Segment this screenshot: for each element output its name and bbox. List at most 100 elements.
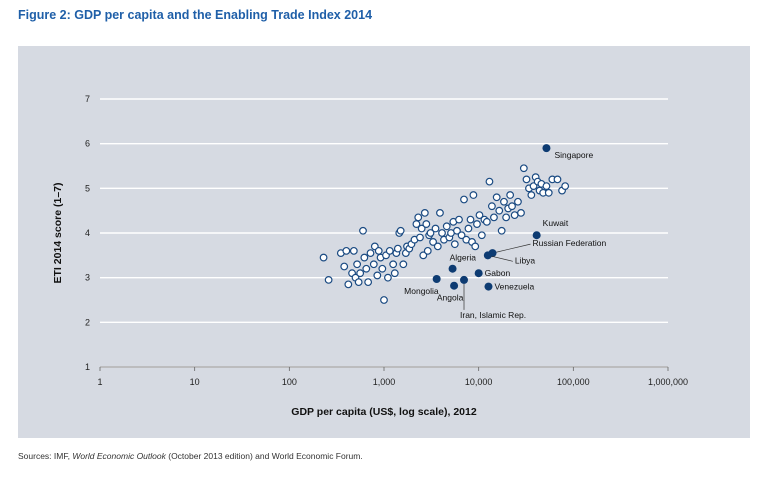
data-point: [393, 244, 402, 253]
highlighted-point: [532, 231, 541, 240]
point-label: Singapore: [554, 150, 593, 160]
point-label: Iran, Islamic Rep.: [460, 310, 526, 320]
data-point: [422, 220, 431, 228]
data-point: [460, 195, 468, 204]
data-point: [527, 191, 536, 199]
data-point: [433, 242, 442, 251]
data-point: [319, 253, 328, 262]
data-point: [362, 264, 371, 273]
data-point: [495, 206, 504, 215]
data-point: [360, 253, 369, 262]
x-tick-label: 10: [190, 377, 200, 387]
highlighted-point: [542, 144, 551, 153]
data-point: [389, 260, 398, 269]
data-point: [519, 164, 528, 173]
data-point: [438, 229, 446, 237]
data-point: [416, 233, 424, 242]
data-point: [344, 280, 353, 289]
point-label: Algeria: [450, 253, 477, 263]
data-point: [419, 251, 428, 260]
data-point: [450, 240, 459, 249]
y-tick-label: 6: [85, 139, 90, 149]
y-tick-label: 7: [85, 94, 90, 104]
data-point: [396, 226, 405, 235]
data-point: [373, 271, 382, 280]
scatter-chart: 1 2 3 4 5 6 7 1 10 100 1,000 10,000 100,000 1,000,000…: [52, 94, 688, 418]
point-label: Mongolia: [404, 286, 439, 296]
data-point: [522, 175, 531, 184]
highlighted-point: [474, 269, 483, 278]
data-point: [324, 275, 333, 284]
chart-panel: 1 2 3 4 5 6 7 1 10 100 1,000 10,000 100,000 1,000,000…: [18, 46, 750, 438]
data-point: [477, 231, 486, 240]
data-point: [457, 231, 466, 240]
data-point: [455, 215, 463, 224]
highlighted-point: [450, 281, 459, 290]
data-point: [364, 278, 373, 287]
data-point: [497, 226, 506, 235]
data-point: [492, 193, 501, 202]
data-point: [426, 229, 435, 237]
y-axis-label: ETI 2014 score (1–7): [52, 183, 64, 284]
y-tick-label: 3: [85, 273, 90, 283]
point-label: Kuwait: [543, 218, 569, 228]
data-point: [490, 213, 498, 222]
point-label: Libya: [515, 255, 536, 265]
y-tick-label: 4: [85, 228, 90, 238]
data-point: [353, 260, 362, 269]
data-point: [517, 208, 525, 217]
source-prefix: Sources: IMF,: [18, 451, 73, 461]
data-point: [475, 211, 484, 220]
source-publication: World Economic Outlook: [72, 451, 166, 461]
data-point: [423, 246, 432, 255]
highlighted-point: [483, 251, 492, 260]
x-axis-label: GDP per capita (US$, log scale), 2012: [291, 406, 477, 418]
annotation-leader: [487, 254, 513, 262]
data-point: [471, 242, 480, 251]
data-point: [514, 197, 522, 206]
data-point: [359, 226, 367, 235]
x-tick-label: 1: [97, 377, 102, 387]
data-point: [349, 246, 358, 255]
data-point: [340, 262, 349, 271]
y-tick-label: 2: [85, 317, 90, 327]
source-suffix: (October 2013 edition) and World Economi…: [165, 451, 363, 461]
data-point: [544, 188, 553, 197]
data-point: [354, 278, 363, 287]
data-point: [464, 224, 473, 233]
data-point: [429, 238, 437, 246]
y-tick-label: 1: [85, 362, 90, 372]
data-point: [378, 264, 387, 273]
x-tick-label: 100: [282, 377, 297, 387]
data-point: [417, 224, 426, 233]
data-point: [436, 208, 444, 217]
data-point: [356, 269, 365, 278]
x-tick-label: 1,000,000: [648, 377, 688, 387]
data-point: [469, 191, 478, 199]
data-point: [374, 246, 383, 255]
x-tick-label: 1,000: [373, 377, 396, 387]
data-point: [502, 213, 511, 222]
highlighted-point: [460, 275, 469, 284]
data-point: [442, 222, 451, 231]
data-point: [399, 260, 408, 269]
source-note: Sources: IMF, World Economic Outlook (Oc…: [18, 451, 363, 461]
data-point: [561, 182, 570, 191]
highlighted-point: [484, 282, 493, 291]
data-point: [369, 260, 378, 269]
highlighted-point: [432, 275, 441, 284]
data-point: [553, 175, 562, 184]
data-point: [420, 208, 429, 217]
highlighted-point: [448, 264, 457, 273]
data-point: [510, 211, 519, 220]
data-point: [473, 220, 481, 228]
data-point: [390, 269, 399, 278]
y-tick-label: 5: [85, 183, 90, 193]
data-point: [431, 224, 440, 233]
data-point: [453, 226, 461, 235]
data-point: [380, 296, 388, 304]
x-tick-label: 100,000: [557, 377, 590, 387]
x-tick-label: 10,000: [465, 377, 493, 387]
point-label: Venezuela: [494, 282, 534, 292]
data-point: [488, 202, 496, 211]
